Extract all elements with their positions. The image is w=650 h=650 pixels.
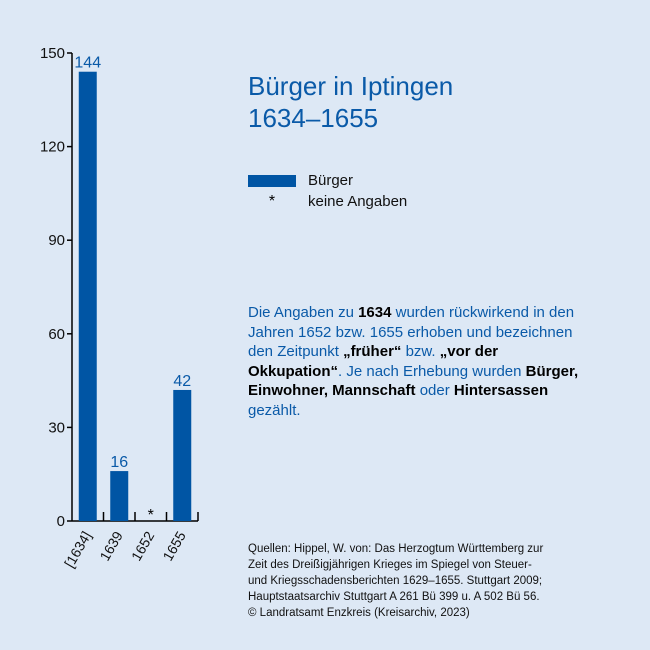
legend-no-data-label: keine Angaben xyxy=(308,193,408,210)
title-line-2: 1634–1655 xyxy=(248,103,379,133)
bar xyxy=(110,471,129,521)
note-text: bzw. xyxy=(401,343,440,360)
x-tick-label: 1652 xyxy=(128,528,158,563)
note-bold: „früher“ xyxy=(343,343,402,360)
note-bold: Bürger, Einwohner, Mannschaft xyxy=(248,362,579,400)
y-tick-label: 0 xyxy=(57,513,65,530)
bar xyxy=(173,389,192,521)
chart-title: Bürger in Iptingen 1634–1655 xyxy=(248,70,453,134)
source-line: und Kriegsschadensberichten 1629–1655. S… xyxy=(248,575,543,587)
x-tick-label: [1634] xyxy=(61,529,94,571)
y-tick-label: 90 xyxy=(48,232,65,249)
note-text: oder xyxy=(415,382,454,399)
note-text: wurden rückwirkend in den Jahren 1652 bz… xyxy=(248,304,575,360)
note-text: . Je nach Erhebung wurden xyxy=(338,362,526,380)
y-tick-label: 120 xyxy=(40,139,65,156)
source-line: © Landratsamt Enzkreis (Kreisarchiv, 202… xyxy=(248,607,470,619)
note-text: Die Angaben zu xyxy=(248,304,359,321)
no-data-marker: * xyxy=(148,507,154,524)
bars: 144 16 * 42 xyxy=(74,55,192,524)
data-label: 16 xyxy=(110,454,128,471)
legend-item-no-data: * keine Angaben xyxy=(248,191,407,212)
source-line: Hauptstaatsarchiv Stuttgart A 261 Bü 399… xyxy=(248,591,540,603)
legend-series-label: Bürger xyxy=(308,172,354,189)
note-bold: Hintersassen xyxy=(453,382,549,399)
y-axis: 0 30 60 90 120 150 xyxy=(40,45,73,530)
x-tick-label: 1639 xyxy=(96,528,126,563)
y-tick-label: 30 xyxy=(48,419,65,436)
source-line: Zeit des Dreißigjährigen Krieges im Spie… xyxy=(248,559,532,571)
y-tick-label: 150 xyxy=(40,45,65,62)
explanation-note: Die Angaben zu 1634 wurden rückwirkend i… xyxy=(248,303,593,420)
note-bold: „vor der Okkupation“ xyxy=(248,343,499,380)
legend-swatch xyxy=(248,174,296,187)
data-label: 42 xyxy=(173,373,191,390)
note-text: gezählt. xyxy=(248,401,301,419)
legend: Bürger * keine Angaben xyxy=(248,170,407,212)
title-line-1: Bürger in Iptingen xyxy=(248,71,454,101)
no-data-symbol: * xyxy=(268,192,276,210)
source-line: Quellen: Hippel, W. von: Das Herzogtum W… xyxy=(248,543,544,555)
data-label: 144 xyxy=(74,55,101,72)
bar xyxy=(78,71,97,521)
legend-item-series: Bürger xyxy=(248,170,407,191)
note-bold: 1634 xyxy=(358,304,392,321)
y-tick-label: 60 xyxy=(48,326,65,343)
x-tick-label: 1655 xyxy=(159,528,189,563)
sources: Quellen: Hippel, W. von: Das Herzogtum W… xyxy=(248,541,608,621)
